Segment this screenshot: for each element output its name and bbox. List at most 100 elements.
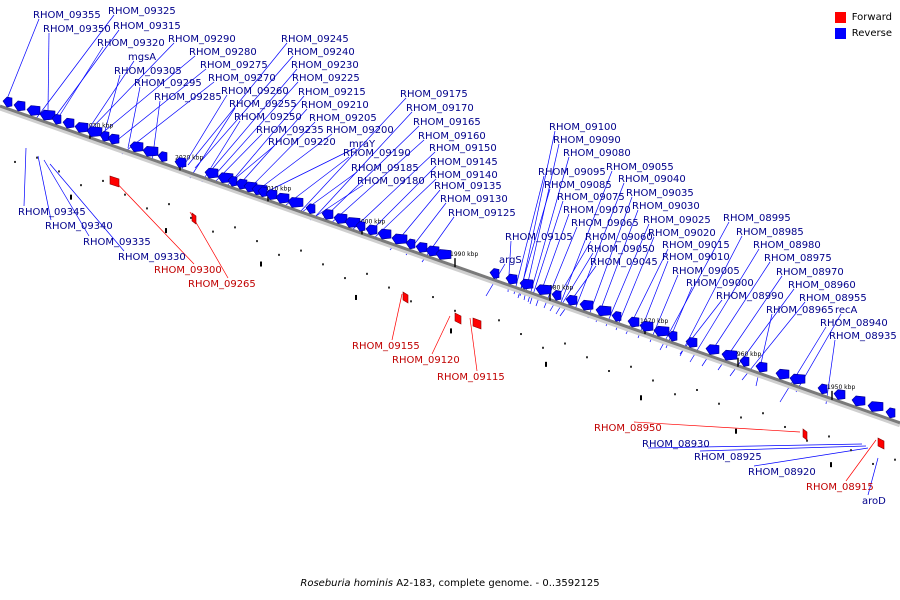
- reverse-leader-line: [689, 248, 760, 363]
- reverse-gene-arrow: [405, 238, 416, 250]
- reverse-leader-line: [231, 95, 305, 182]
- guide-dot: [58, 170, 60, 173]
- reverse-gene-label: RHOM_09035: [626, 188, 694, 199]
- reverse-leader-line: [319, 125, 420, 223]
- reverse-gene-label: RHOM_08955: [799, 293, 867, 304]
- reverse-gene-arrow: [721, 349, 738, 361]
- reverse-gene-label: RHOM_09215: [298, 87, 366, 98]
- guide-dot: [432, 296, 434, 299]
- forward-gene-label: RHOM_09115: [437, 372, 505, 383]
- organism-name: Roseburia hominis: [300, 578, 394, 589]
- reverse-gene-label: RHOM_09295: [134, 78, 202, 89]
- guide-tick: [640, 395, 642, 401]
- reverse-leader-line: [99, 55, 196, 136]
- guide-dot: [300, 249, 302, 252]
- reverse-leader-line: [679, 299, 723, 355]
- guide-dot: [344, 277, 346, 280]
- reverse-leader-line: [527, 156, 570, 303]
- scale-tick-label: 2020 kbp: [175, 154, 203, 161]
- reverse-gene-arrow: [333, 213, 348, 224]
- reverse-gene-arrow: [489, 268, 500, 279]
- reverse-leader-line: [605, 223, 650, 327]
- reverse-gene-label: RHOM_09210: [301, 100, 369, 111]
- reverse-gene-arrow: [789, 373, 806, 385]
- guide-dot: [366, 272, 368, 275]
- reverse-leader-line: [59, 46, 104, 116]
- reverse-leader-line: [329, 139, 425, 225]
- reverse-leader-line: [187, 42, 288, 166]
- guide-dot: [14, 160, 16, 163]
- guide-dot: [256, 240, 258, 243]
- guide-dot: [190, 216, 192, 219]
- reverse-leader-line: [54, 29, 120, 118]
- backbone-shadow: [0, 105, 900, 428]
- guide-dot: [740, 416, 742, 419]
- reverse-leader-line: [189, 107, 236, 179]
- reverse-gene-label: RHOM_09025: [643, 215, 711, 226]
- reverse-leader-line: [101, 74, 121, 143]
- reverse-gene-arrow: [51, 113, 62, 125]
- reverse-gene-arrow: [595, 305, 612, 317]
- guide-tick: [545, 361, 547, 367]
- reverse-gene-arrow: [667, 330, 678, 342]
- guide-dot: [498, 319, 500, 322]
- reverse-gene-label: RHOM_08980: [753, 240, 821, 251]
- guide-dot: [652, 379, 654, 382]
- reverse-gene-arrow: [265, 189, 278, 200]
- guide-dot: [674, 393, 676, 396]
- guide-dot: [872, 462, 874, 465]
- guide-dot: [410, 300, 412, 303]
- reverse-gene-label: RHOM_09125: [448, 208, 516, 219]
- reverse-gene-label: RHOM_08930: [642, 439, 710, 450]
- reverse-gene-label: mgsA: [128, 52, 156, 63]
- reverse-gene-label: RHOM_09255: [229, 99, 297, 110]
- reverse-gene-arrow: [62, 117, 75, 129]
- reverse-leader-line: [89, 42, 175, 131]
- reverse-gene-arrow: [86, 126, 103, 137]
- reverse-leader-line: [87, 60, 135, 131]
- reverse-gene-label: RHOM_09040: [618, 174, 686, 185]
- reverse-gene-label: RHOM_08995: [723, 213, 791, 224]
- reverse-gene-label: RHOM_09275: [200, 60, 268, 71]
- reverse-gene-arrow: [755, 361, 768, 373]
- reverse-gene-arrow: [107, 133, 120, 145]
- reverse-gene-label: RHOM_09015: [662, 240, 730, 251]
- legend-forward-label: Forward: [851, 11, 892, 23]
- guide-dot: [806, 439, 808, 442]
- reverse-gene-arrow: [579, 299, 594, 311]
- reverse-gene-arrow: [355, 220, 366, 232]
- reverse-leader-line: [753, 447, 869, 467]
- reverse-gene-arrow: [551, 289, 562, 301]
- reverse-leader-line: [699, 445, 867, 452]
- reverse-gene-arrow: [639, 320, 654, 332]
- reverse-gene-arrow: [611, 311, 622, 322]
- reverse-gene-label: RHOM_09320: [97, 38, 165, 49]
- reverse-leader-line: [741, 301, 806, 381]
- reverse-gene-label: RHOM_09205: [309, 113, 377, 124]
- guide-dot: [388, 286, 390, 289]
- reverse-leader-line: [659, 221, 730, 351]
- reverse-gene-arrow: [2, 96, 13, 108]
- reverse-gene-label: RHOM_09260: [221, 86, 289, 97]
- reverse-gene-label: RHOM_09140: [430, 170, 498, 181]
- reverse-gene-label: RHOM_09145: [430, 157, 498, 168]
- reverse-gene-label: RHOM_09350: [43, 24, 111, 35]
- reverse-leader-line: [179, 94, 228, 173]
- guide-dot: [80, 184, 82, 187]
- legend-reverse: Reverse: [834, 25, 892, 41]
- guide-dot: [124, 193, 126, 196]
- reverse-gene-label: RHOM_09105: [505, 232, 573, 243]
- reverse-gene-label: RHOM_08975: [764, 253, 832, 264]
- reverse-gene-arrow: [535, 284, 552, 295]
- reverse-gene-label: RHOM_09235: [256, 125, 324, 136]
- scale-tick-label: 1950 kbp: [827, 384, 855, 391]
- guide-dot: [564, 342, 566, 345]
- reverse-leader-line: [573, 182, 625, 313]
- reverse-gene-label: RHOM_09245: [281, 34, 349, 45]
- reverse-gene-arrow: [705, 344, 720, 355]
- reverse-leader-line: [23, 147, 27, 207]
- reverse-gene-arrow: [257, 186, 268, 198]
- reverse-leader-line: [194, 55, 294, 169]
- reverse-gene-arrow: [305, 203, 316, 215]
- reverse-gene-label: RHOM_08940: [820, 318, 888, 329]
